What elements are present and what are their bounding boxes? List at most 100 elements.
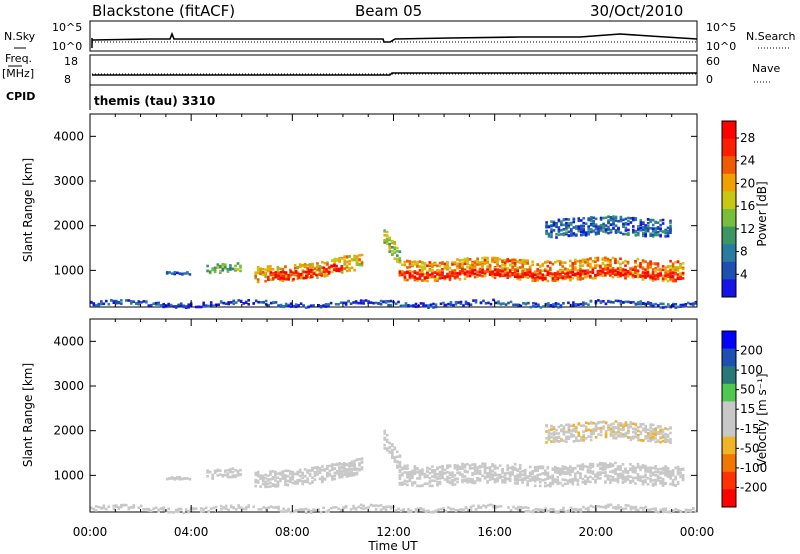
power-cell bbox=[659, 219, 662, 222]
velocity-cell bbox=[571, 470, 575, 473]
power-cell bbox=[404, 304, 408, 308]
velocity-cell bbox=[274, 479, 277, 482]
power-cell bbox=[582, 233, 585, 236]
velocity-cell bbox=[391, 448, 394, 452]
power-cell bbox=[348, 255, 351, 258]
velocity-cell bbox=[634, 508, 638, 511]
velocity-cell bbox=[508, 479, 512, 482]
velocity-cell bbox=[276, 484, 280, 488]
power-cell bbox=[343, 267, 346, 270]
power-cell bbox=[596, 264, 600, 267]
velocity-cell bbox=[634, 505, 638, 509]
power-cell bbox=[355, 259, 359, 263]
power-cell bbox=[674, 272, 677, 275]
power-cell bbox=[641, 274, 645, 278]
velocity-cell bbox=[619, 466, 622, 470]
velocity-cell bbox=[407, 507, 410, 511]
velocity-cell bbox=[617, 504, 620, 507]
velocity-cell bbox=[634, 466, 637, 470]
power-cell bbox=[331, 270, 334, 274]
velocity-cell bbox=[396, 465, 399, 469]
velocity-cell bbox=[259, 474, 262, 477]
velocity-cell bbox=[316, 470, 319, 473]
velocity-cell bbox=[664, 472, 667, 476]
power-cell bbox=[656, 230, 660, 234]
power-cell bbox=[574, 304, 578, 308]
velocity-cell bbox=[328, 469, 332, 473]
velocity-cell bbox=[342, 464, 346, 468]
velocity-cell bbox=[562, 439, 566, 443]
velocity-cell bbox=[609, 481, 612, 484]
velocity-cell bbox=[443, 478, 447, 481]
velocity-cell bbox=[642, 508, 645, 511]
velocity-cell bbox=[293, 472, 297, 476]
velocity-cell bbox=[522, 506, 525, 509]
power-cell bbox=[483, 258, 487, 262]
velocity-cell bbox=[476, 478, 479, 482]
power-cell bbox=[599, 266, 602, 269]
velocity-cell bbox=[343, 473, 346, 477]
power-cell bbox=[565, 231, 568, 234]
velocity-cell bbox=[419, 507, 423, 510]
power-cell bbox=[528, 265, 532, 269]
power-cell bbox=[599, 216, 603, 220]
power-cell bbox=[587, 227, 590, 230]
velocity-cell bbox=[473, 472, 477, 475]
power-cell bbox=[369, 301, 373, 304]
velocity-cell bbox=[284, 474, 287, 478]
velocity-cell bbox=[284, 480, 287, 484]
velocity-cell bbox=[565, 423, 568, 427]
power-cell bbox=[552, 223, 556, 227]
power-cell bbox=[579, 264, 582, 268]
power-cell bbox=[567, 301, 570, 305]
velocity-cell bbox=[269, 481, 272, 485]
power-cell bbox=[646, 274, 650, 278]
velocity-cell bbox=[463, 466, 467, 469]
velocity-cell bbox=[669, 470, 672, 473]
power-cell bbox=[609, 274, 612, 277]
velocity-cell bbox=[694, 510, 698, 513]
power-cell bbox=[576, 259, 580, 263]
power-cell bbox=[177, 303, 180, 307]
power-region-4 bbox=[383, 229, 402, 264]
power-cell bbox=[644, 229, 647, 233]
velocity-cell bbox=[297, 508, 300, 512]
power-cell bbox=[572, 303, 575, 307]
velocity-cell bbox=[544, 507, 548, 510]
velocity-cell bbox=[674, 466, 677, 470]
velocity-cell bbox=[599, 505, 603, 509]
power-cell bbox=[561, 268, 565, 272]
velocity-cell bbox=[582, 439, 585, 442]
velocity-cell bbox=[279, 510, 283, 513]
power-cell bbox=[674, 267, 677, 270]
power-cell bbox=[496, 264, 499, 267]
velocity-colorbar-frame bbox=[721, 330, 737, 508]
power-cell bbox=[413, 263, 417, 266]
velocity-cell bbox=[483, 464, 487, 467]
velocity-cell bbox=[483, 469, 487, 472]
power-cell bbox=[559, 275, 562, 278]
velocity-cell bbox=[304, 511, 308, 515]
power-cell bbox=[301, 264, 304, 267]
velocity-cell bbox=[403, 464, 407, 468]
velocity-cell bbox=[552, 433, 556, 437]
power-cell bbox=[353, 255, 356, 259]
power-cell bbox=[572, 232, 576, 235]
velocity-cell bbox=[476, 477, 479, 480]
power-cell bbox=[544, 260, 547, 264]
power-cell bbox=[562, 223, 566, 227]
velocity-cell bbox=[531, 477, 534, 480]
power-cell bbox=[264, 279, 267, 283]
velocity-cell bbox=[105, 507, 108, 511]
power-cell bbox=[682, 303, 685, 307]
power-cell bbox=[565, 232, 568, 236]
power-cell bbox=[545, 225, 548, 229]
power-cell bbox=[209, 303, 213, 307]
velocity-cell bbox=[586, 480, 590, 483]
power-cell bbox=[614, 299, 618, 303]
velocity-cell bbox=[636, 473, 640, 476]
power-cell bbox=[674, 303, 678, 306]
velocity-cell bbox=[411, 472, 414, 475]
power-cell bbox=[331, 259, 334, 263]
power-cell bbox=[582, 229, 585, 233]
